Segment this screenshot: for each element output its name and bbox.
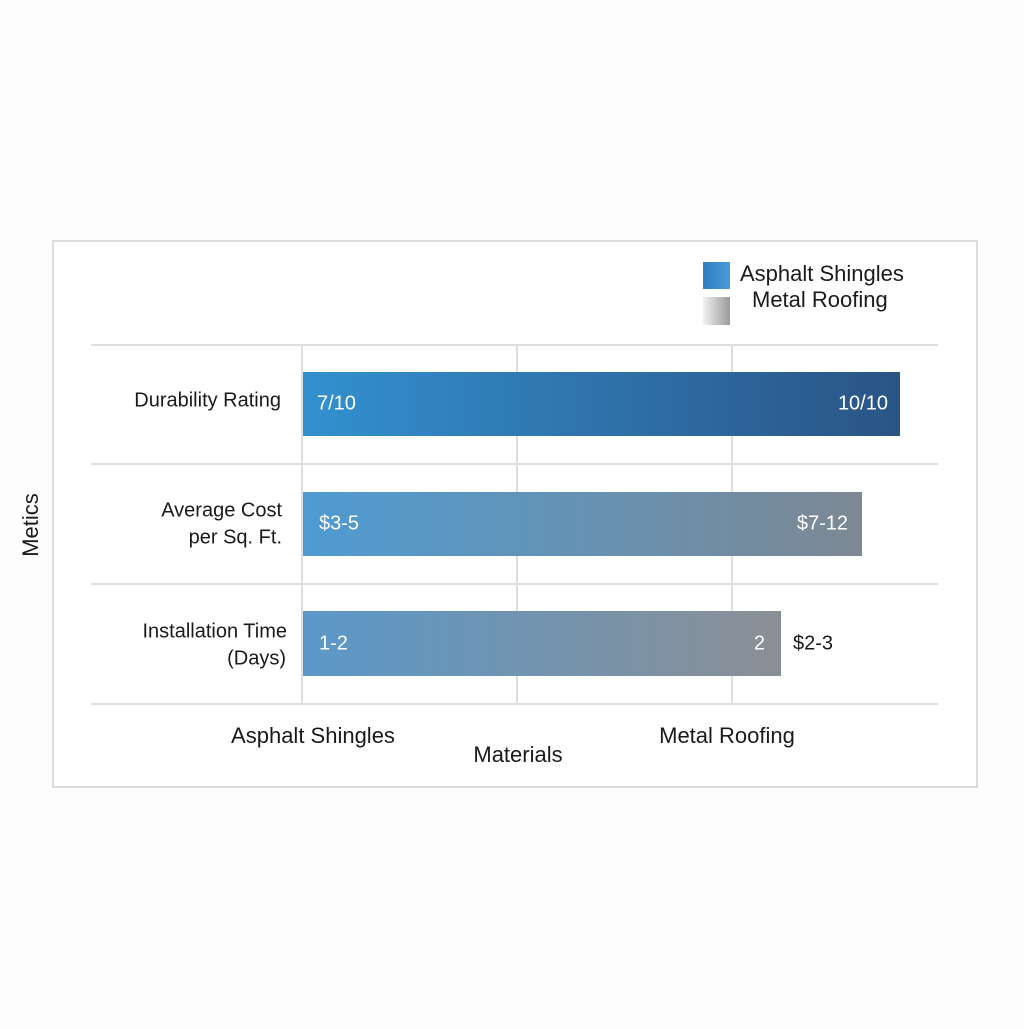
bar-label: 1-2 [319, 632, 348, 654]
bar [303, 372, 900, 436]
x-axis-label: Materials [473, 742, 562, 767]
legend-label: Metal Roofing [752, 287, 888, 312]
bar-label: 7/10 [317, 392, 356, 414]
bar-label: $2-3 [793, 632, 833, 654]
bar [303, 492, 862, 556]
row-label: Installation Time [142, 620, 287, 642]
x-category: Metal Roofing [659, 723, 795, 748]
bar-label: $7-12 [797, 512, 848, 534]
bar-label: $3-5 [319, 512, 359, 534]
row-label: Durability Rating [134, 389, 281, 411]
bar-label: 10/10 [838, 392, 888, 414]
x-category: Asphalt Shingles [231, 723, 395, 748]
legend-label: Asphalt Shingles [740, 261, 904, 286]
legend-swatch [703, 262, 730, 289]
row-label: Average Cost [161, 499, 282, 521]
row-label: per Sq. Ft. [189, 526, 282, 548]
bar [303, 611, 781, 676]
bar-label: 2 [754, 632, 765, 654]
legend-swatch [703, 297, 730, 325]
row-label: (Days) [227, 647, 286, 669]
y-axis-label: Metics [18, 493, 43, 557]
